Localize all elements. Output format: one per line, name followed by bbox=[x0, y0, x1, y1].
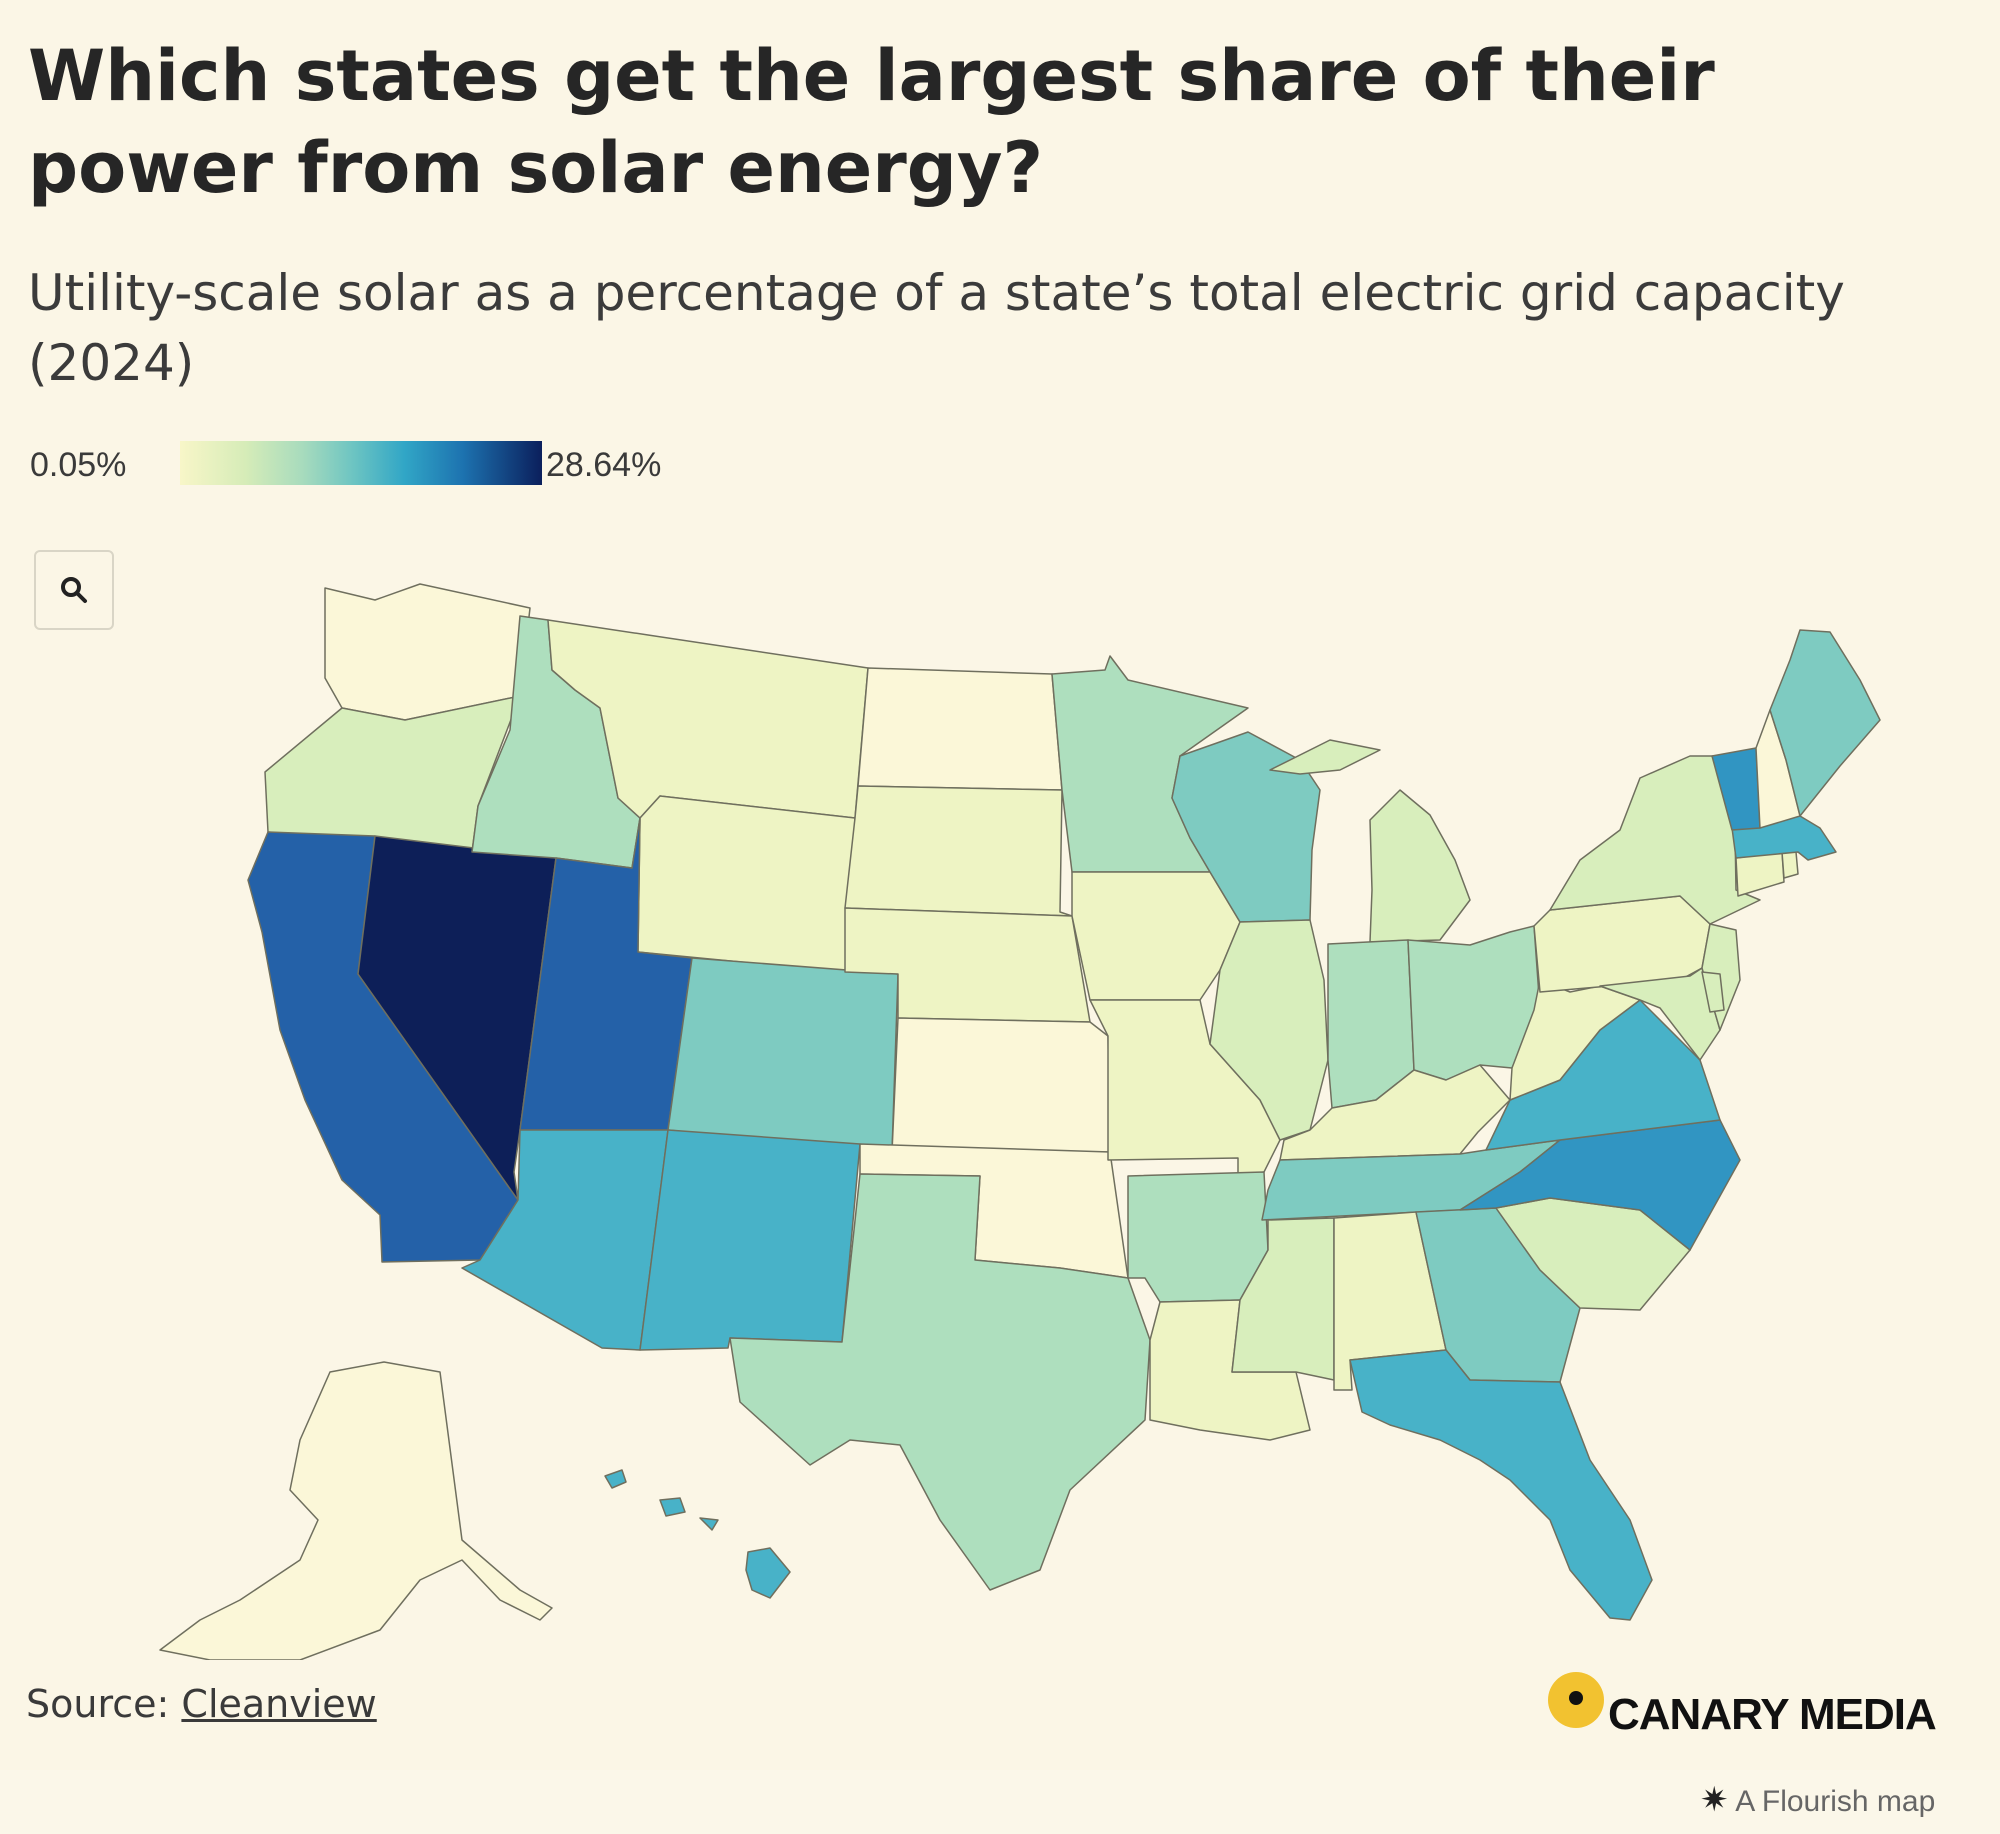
state-wyoming[interactable] bbox=[637, 795, 856, 973]
canary-logo-icon bbox=[1548, 1672, 1604, 1728]
state-north-dakota[interactable] bbox=[857, 667, 1063, 791]
legend-max-label: 28.64% bbox=[546, 446, 662, 484]
search-icon bbox=[61, 577, 87, 603]
state-florida[interactable] bbox=[1349, 1349, 1653, 1621]
state-north-carolina[interactable] bbox=[1459, 1119, 1741, 1251]
state-delaware[interactable] bbox=[1701, 971, 1725, 1013]
state-hawaii-maui[interactable] bbox=[659, 1497, 719, 1531]
state-iowa[interactable] bbox=[1071, 871, 1241, 1001]
chart-card: Which states get the largest share of th… bbox=[26, 35, 1937, 1739]
source-note: Source: Cleanview bbox=[26, 1682, 377, 1726]
state-arkansas[interactable] bbox=[1127, 1171, 1269, 1303]
state-hawaii-big-island[interactable] bbox=[745, 1547, 791, 1599]
zoom-button[interactable] bbox=[34, 550, 114, 630]
state-maryland[interactable] bbox=[1599, 967, 1721, 1061]
us-choropleth-map bbox=[159, 583, 1881, 1660]
legend-min-label: 0.05% bbox=[30, 446, 127, 484]
state-south-dakota[interactable] bbox=[844, 785, 1073, 917]
state-texas[interactable] bbox=[729, 1173, 1151, 1591]
state-michigan[interactable] bbox=[1269, 739, 1471, 943]
state-alaska[interactable] bbox=[159, 1361, 553, 1660]
state-hawaii-oahu[interactable] bbox=[604, 1469, 627, 1489]
flourish-label: A Flourish map bbox=[1735, 1785, 1936, 1818]
chart-subtitle: Utility-scale solar as a percentage of a… bbox=[28, 264, 1845, 392]
legend-color-scale bbox=[180, 441, 542, 485]
chart-title: Which states get the largest share of th… bbox=[28, 35, 1715, 209]
state-kentucky[interactable] bbox=[1279, 1064, 1511, 1161]
source-link[interactable]: Cleanview bbox=[181, 1682, 377, 1726]
state-rhode-island[interactable] bbox=[1781, 851, 1799, 879]
state-new-mexico[interactable] bbox=[639, 1129, 861, 1351]
flourish-star-icon: ✷ bbox=[1700, 1781, 1729, 1819]
brand-name: CANARY MEDIA bbox=[1608, 1690, 1937, 1739]
state-maine[interactable] bbox=[1769, 629, 1881, 817]
state-colorado[interactable] bbox=[667, 957, 899, 1153]
state-kansas[interactable] bbox=[891, 1017, 1111, 1153]
flourish-credit[interactable]: ✷ A Flourish map bbox=[1700, 1780, 1935, 1820]
source-prefix: Source: bbox=[26, 1682, 182, 1726]
state-connecticut[interactable] bbox=[1735, 851, 1785, 897]
